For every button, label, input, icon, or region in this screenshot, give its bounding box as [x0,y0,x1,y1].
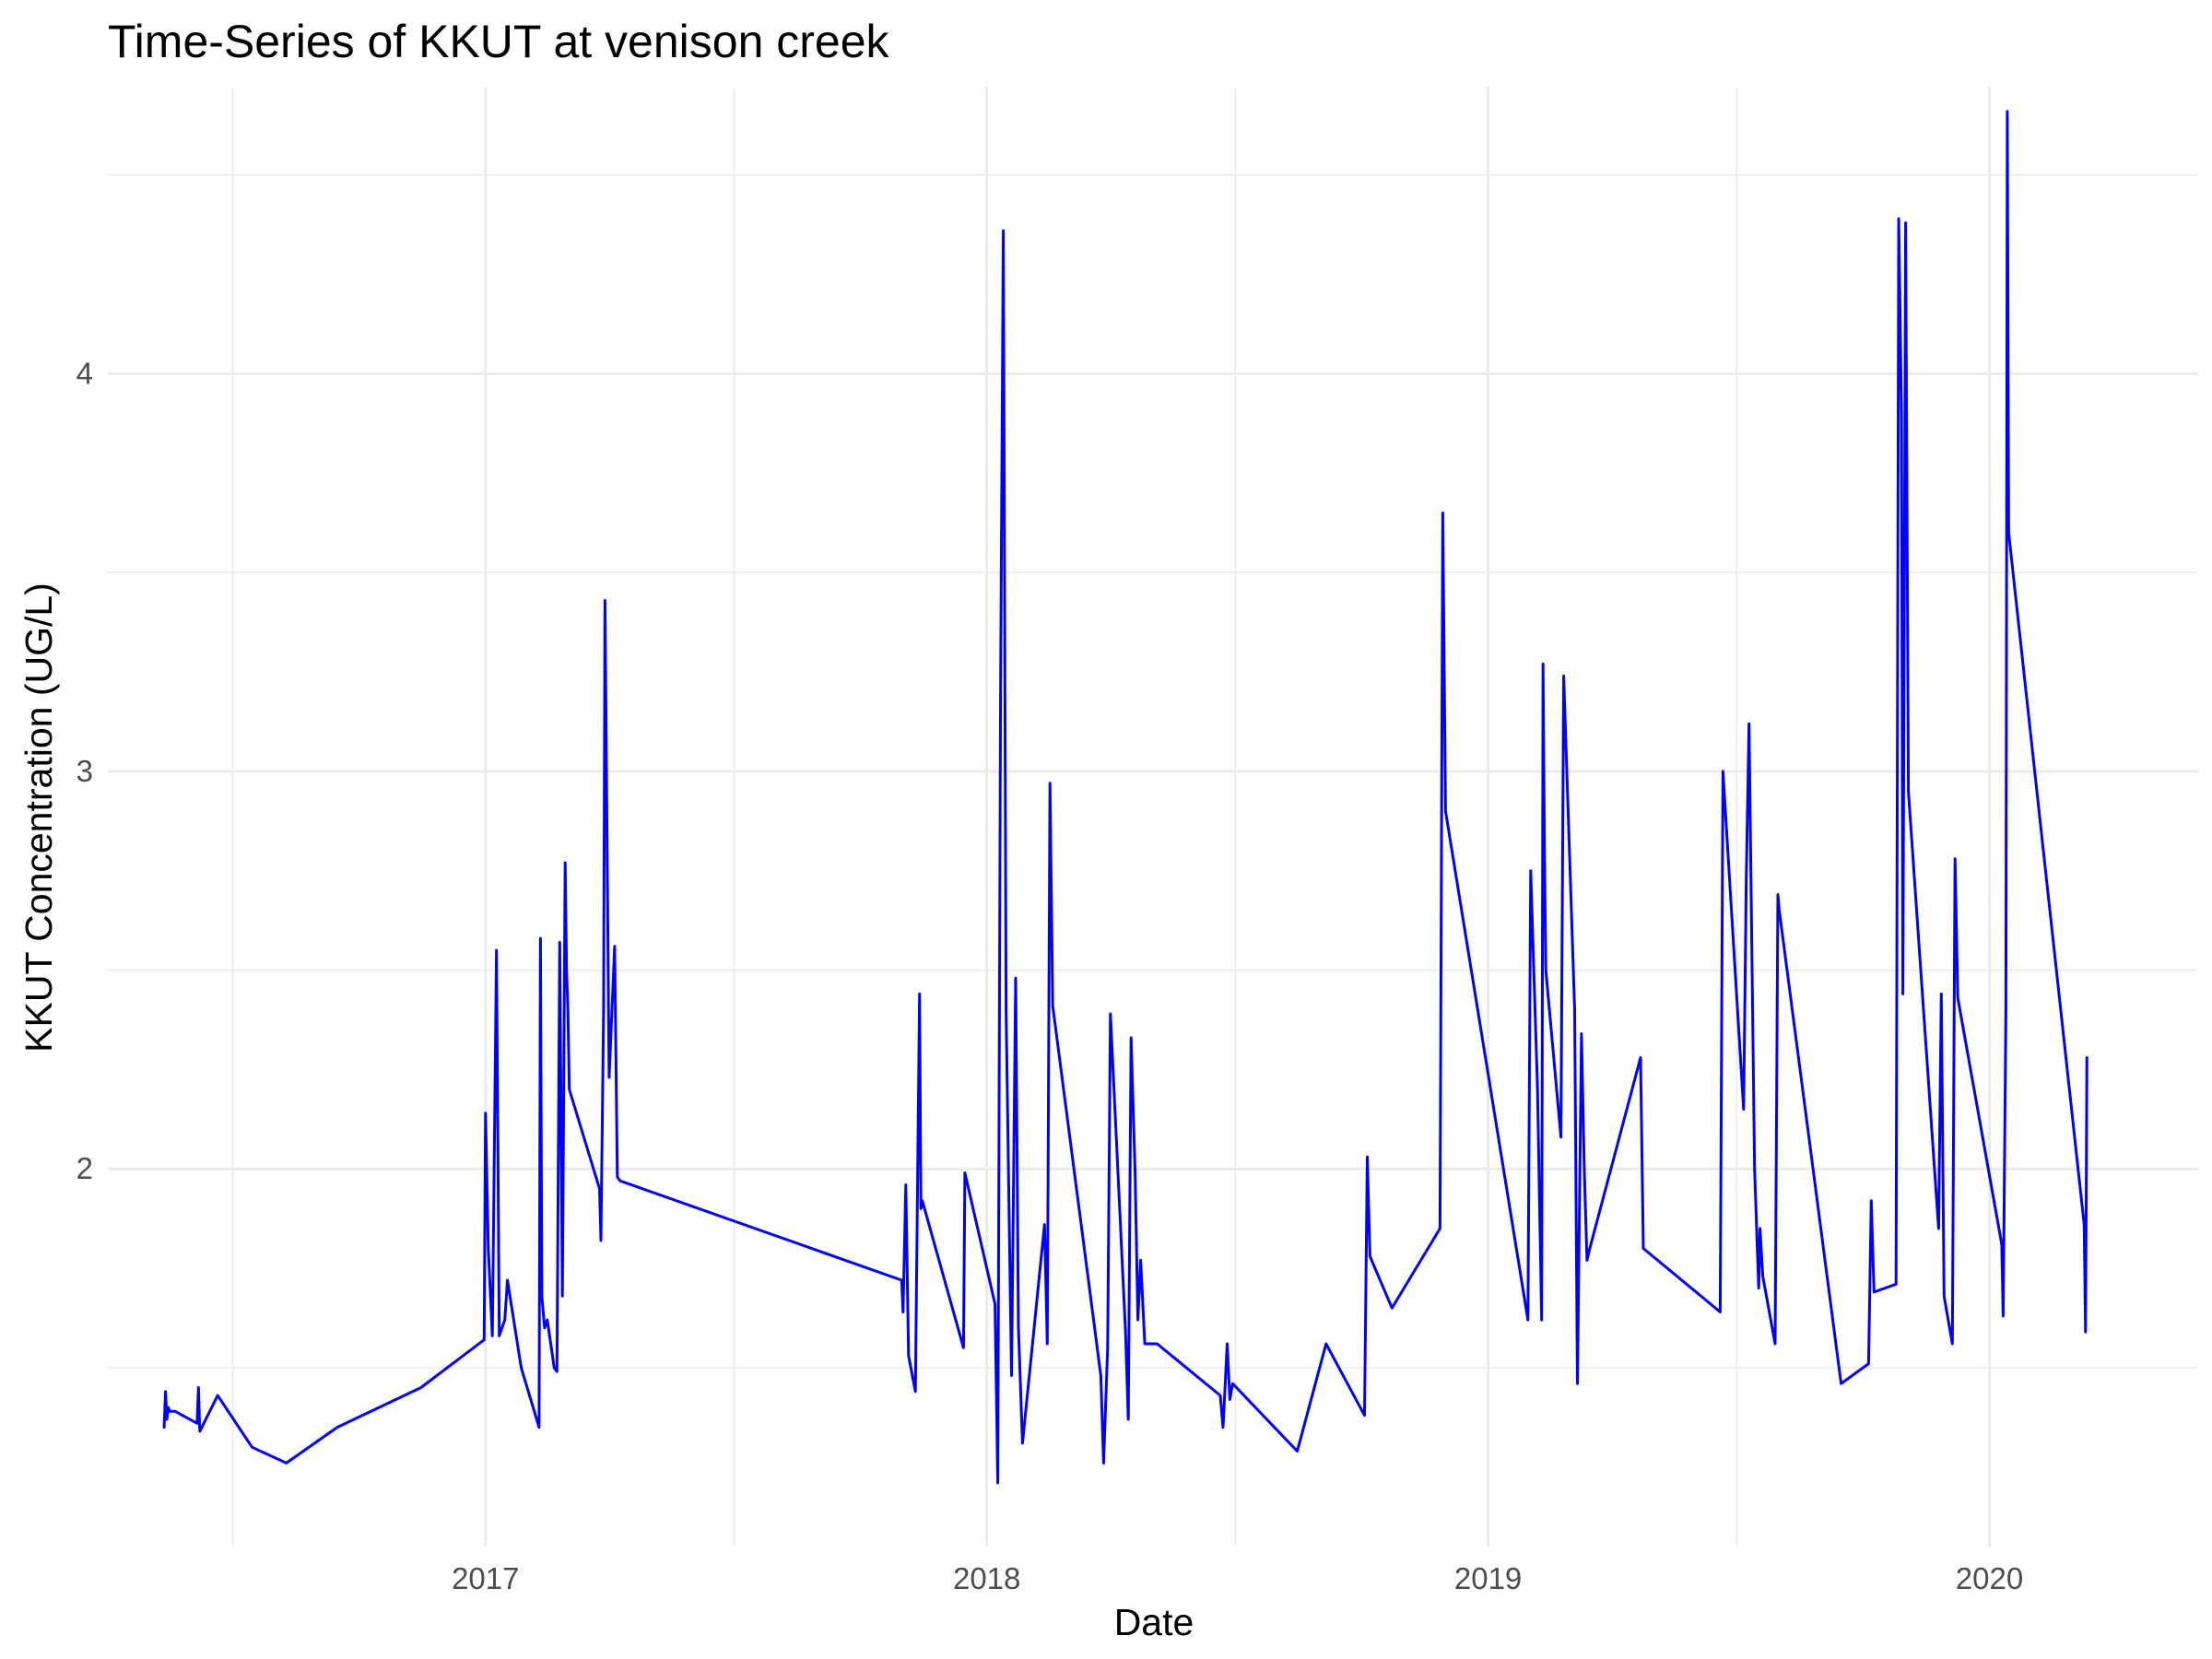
y-tick-label: 4 [76,357,93,391]
y-axis-title: KKUT Concentration (UG/L) [18,582,60,1053]
x-axis-ticks: 2017 2018 2019 2020 [452,1561,2023,1595]
x-tick-label: 2018 [953,1561,1020,1595]
x-tick-label: 2019 [1454,1561,1522,1595]
data-series-line [162,110,2088,1485]
y-tick-label: 3 [76,754,93,788]
y-tick-label: 2 [76,1151,93,1185]
grid-lines [108,88,2198,1547]
y-axis-ticks: 2 3 4 [76,357,93,1186]
x-tick-label: 2017 [452,1561,519,1595]
data-line-layer [162,110,2088,1485]
x-axis-title: Date [1114,1601,1194,1643]
x-tick-label: 2020 [1956,1561,2023,1595]
chart-title: Time-Series of KKUT at venison creek [108,16,889,67]
